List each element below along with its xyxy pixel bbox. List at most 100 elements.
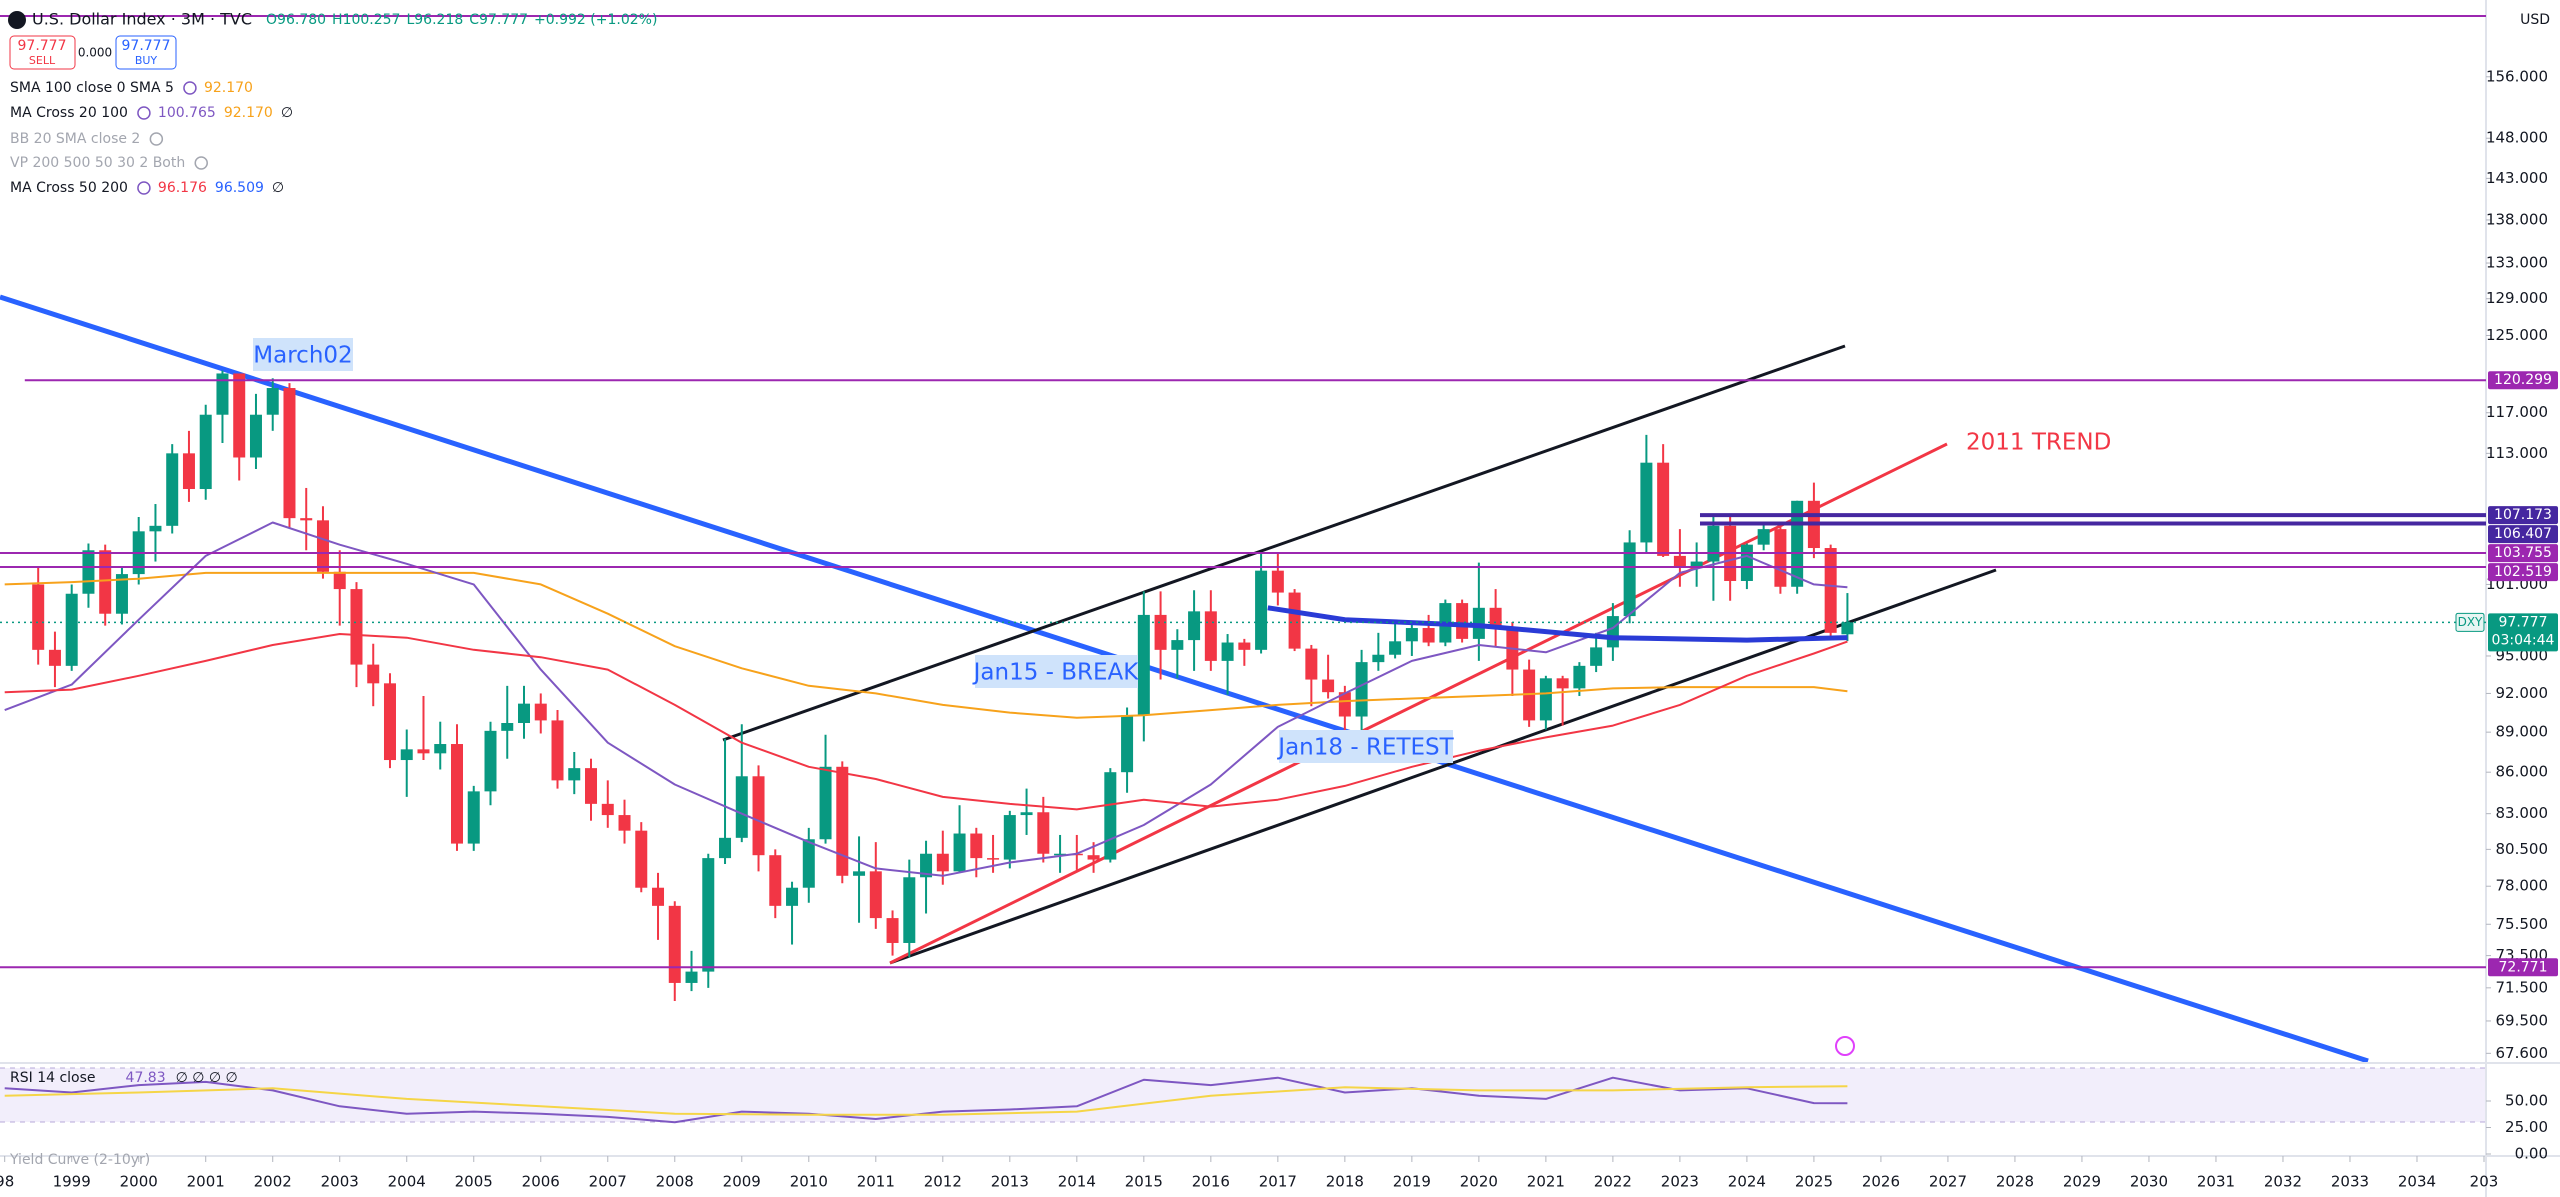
y-tick-label: 78.000	[2496, 877, 2549, 895]
x-tick-label: 2005	[455, 1173, 493, 1191]
header-symbol_title: U.S. Dollar Index · 3M · TVC	[32, 10, 252, 29]
candle-body	[1606, 616, 1619, 648]
x-tick-label: 2017	[1259, 1173, 1297, 1191]
x-tick-label: 2001	[187, 1173, 225, 1191]
x-tick-label: 2019	[1393, 1173, 1431, 1191]
candle-body	[1104, 772, 1117, 860]
indicator-icon	[137, 106, 151, 120]
candle-body	[434, 744, 447, 754]
candle-body	[1188, 611, 1201, 641]
indicator-name: SMA 100 close 0 SMA 5	[10, 80, 174, 96]
candle-body	[551, 720, 564, 781]
yield-curve-label: Yield Curve (2-10yr)	[9, 1152, 150, 1168]
x-tick-label: 2018	[1326, 1173, 1364, 1191]
candle-body	[1271, 570, 1284, 593]
sell-label[interactable]: SELL	[29, 54, 56, 67]
indicator-value: 96.509	[215, 180, 264, 196]
downtrend-line	[0, 294, 2369, 1062]
indicator-name: BB 20 SMA close 2	[10, 131, 140, 147]
y-tick-label: 156.000	[2486, 67, 2548, 85]
price-tag	[2488, 563, 2558, 582]
y-tick-label: 69.500	[2496, 1011, 2549, 1029]
buy-button[interactable]	[115, 35, 177, 70]
y-tick-label: 83.000	[2496, 804, 2549, 822]
candle-body	[1372, 654, 1385, 663]
candle-body	[82, 550, 95, 594]
candle-body	[1087, 855, 1100, 860]
header-high: H100.257	[332, 12, 400, 28]
candle-body	[936, 853, 949, 872]
candle-body	[65, 593, 78, 666]
indicator-line	[1267, 605, 1848, 643]
sell-button[interactable]	[9, 35, 76, 70]
x-tick-label: 2004	[388, 1173, 426, 1191]
candle-body	[1288, 592, 1301, 649]
price-tag-label: 106.407	[2494, 526, 2552, 542]
candle-body	[32, 584, 45, 650]
last-price-tag	[2488, 613, 2558, 652]
x-tick-label: 2034	[2398, 1173, 2436, 1191]
candle-body	[1020, 812, 1033, 816]
price-tag	[2488, 525, 2558, 544]
candle-body	[534, 703, 547, 721]
x-tick-label: 2009	[723, 1173, 761, 1191]
candle-body	[735, 776, 748, 838]
y-tick-label: 148.000	[2486, 129, 2548, 147]
annotations: March02 Jan15 - BREAK Jan18 - RETEST 201…	[0, 10, 2558, 1191]
x-tick-label: 2015	[1125, 1173, 1163, 1191]
candle-body	[1690, 561, 1703, 568]
candle-body	[953, 833, 966, 872]
alert-icon[interactable]	[1835, 1036, 1855, 1056]
candle-body	[48, 649, 61, 666]
y-tick-label: 0.00	[2515, 1145, 2548, 1163]
candle-body	[1305, 648, 1318, 680]
candle-body	[585, 768, 598, 804]
sell-price[interactable]: 97.777	[18, 38, 67, 54]
candle-body	[752, 776, 765, 856]
candle-body	[802, 839, 815, 888]
candle-body	[635, 830, 648, 888]
indicator-line	[4, 633, 1848, 811]
symbol-tag	[2455, 612, 2485, 632]
candle-body	[283, 388, 296, 519]
candle-body	[1322, 679, 1335, 693]
price-tag	[2488, 958, 2558, 977]
indicator-line	[4, 1076, 1848, 1124]
indicator-value: 92.170	[204, 80, 253, 96]
rsi-band	[0, 1068, 2486, 1122]
y-tick-label: 117.000	[2486, 403, 2548, 421]
candle-body	[1707, 525, 1720, 562]
rsi-pane	[4, 1076, 1848, 1124]
x-tick-label: 2003	[321, 1173, 359, 1191]
candle-body	[400, 749, 413, 761]
candle-body	[450, 744, 463, 844]
channel-upper	[722, 344, 1846, 742]
buy-price[interactable]: 97.777	[122, 38, 171, 54]
x-tick-label: 2013	[991, 1173, 1029, 1191]
price-tag	[2488, 544, 2558, 563]
buy-label[interactable]: BUY	[135, 54, 158, 67]
x-tick-label: 98	[0, 1173, 14, 1191]
candle-body	[266, 388, 279, 415]
header-change: +0.992 (+1.02%)	[534, 12, 657, 28]
y-tick-label: 25.00	[2505, 1118, 2548, 1136]
annotation: Jan18 - RETEST	[1276, 735, 1454, 761]
candle-body	[316, 520, 329, 572]
x-tick-label: 2002	[254, 1173, 292, 1191]
indicator-line	[4, 521, 1848, 877]
candle-body	[1841, 622, 1854, 635]
candle-body	[1539, 678, 1552, 721]
annotation-box	[253, 338, 353, 371]
candle-body	[1573, 665, 1586, 689]
rsi-title: RSI 14 close	[10, 1070, 96, 1086]
candle-body	[417, 749, 430, 754]
y-tick-label: 138.000	[2486, 210, 2548, 228]
y-tick-label: 80.500	[2496, 840, 2549, 858]
x-tick-label: 2007	[589, 1173, 627, 1191]
indicator-icon	[194, 156, 208, 170]
x-tick-label: 2032	[2264, 1173, 2302, 1191]
candle-body	[350, 589, 363, 665]
candle-body	[1657, 462, 1670, 556]
